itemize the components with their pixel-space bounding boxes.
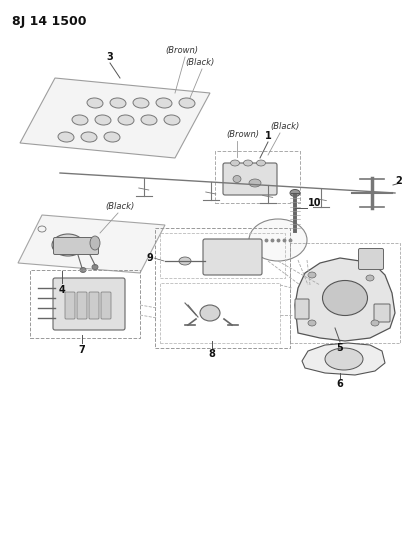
Text: (Black): (Black) (185, 58, 214, 67)
Text: (Black): (Black) (270, 122, 299, 131)
FancyBboxPatch shape (374, 304, 390, 322)
Ellipse shape (230, 160, 239, 166)
Ellipse shape (90, 236, 100, 250)
Text: 8J 14 1500: 8J 14 1500 (12, 15, 87, 28)
Text: 4: 4 (59, 285, 66, 295)
FancyBboxPatch shape (203, 239, 262, 275)
Ellipse shape (200, 305, 220, 321)
Bar (215, 151, 300, 203)
Ellipse shape (371, 320, 379, 326)
FancyBboxPatch shape (101, 292, 111, 319)
Text: (Brown): (Brown) (226, 130, 259, 139)
Ellipse shape (58, 132, 74, 142)
Ellipse shape (156, 98, 172, 108)
Bar (155, 228, 290, 348)
Ellipse shape (110, 98, 126, 108)
Text: 10: 10 (308, 198, 322, 208)
FancyBboxPatch shape (77, 292, 87, 319)
Ellipse shape (290, 190, 300, 197)
FancyBboxPatch shape (65, 292, 75, 319)
Bar (160, 233, 285, 278)
Polygon shape (20, 78, 210, 158)
Text: 1: 1 (265, 131, 271, 141)
FancyBboxPatch shape (53, 278, 125, 330)
Ellipse shape (164, 115, 180, 125)
Ellipse shape (92, 264, 98, 270)
Text: (Black): (Black) (105, 202, 134, 211)
Ellipse shape (249, 179, 261, 187)
Ellipse shape (104, 132, 120, 142)
Ellipse shape (95, 115, 111, 125)
Ellipse shape (325, 348, 363, 370)
FancyBboxPatch shape (89, 292, 99, 319)
Ellipse shape (179, 98, 195, 108)
Ellipse shape (72, 115, 88, 125)
Ellipse shape (52, 234, 84, 256)
Ellipse shape (87, 98, 103, 108)
Ellipse shape (366, 275, 374, 281)
Ellipse shape (118, 115, 134, 125)
Text: 5: 5 (337, 343, 344, 353)
Text: 2: 2 (395, 176, 402, 186)
Ellipse shape (243, 160, 252, 166)
FancyBboxPatch shape (223, 163, 277, 195)
Bar (290, 243, 400, 343)
Text: 9: 9 (146, 253, 153, 263)
Ellipse shape (141, 115, 157, 125)
FancyBboxPatch shape (295, 299, 309, 319)
Ellipse shape (133, 98, 149, 108)
Ellipse shape (256, 160, 265, 166)
Text: 3: 3 (107, 52, 114, 62)
Polygon shape (302, 343, 385, 375)
Ellipse shape (80, 268, 86, 272)
FancyBboxPatch shape (359, 248, 383, 270)
Bar (160, 283, 280, 343)
FancyBboxPatch shape (53, 238, 98, 254)
Ellipse shape (249, 219, 307, 261)
Polygon shape (295, 258, 395, 341)
Ellipse shape (322, 280, 368, 316)
Ellipse shape (308, 272, 316, 278)
Ellipse shape (81, 132, 97, 142)
Ellipse shape (308, 320, 316, 326)
Ellipse shape (233, 175, 241, 182)
Text: 7: 7 (79, 345, 85, 355)
Text: (Brown): (Brown) (165, 46, 198, 55)
Bar (30, 270, 140, 338)
Text: 8: 8 (208, 349, 215, 359)
Text: 6: 6 (337, 379, 344, 389)
Polygon shape (18, 215, 165, 273)
Ellipse shape (179, 257, 191, 265)
